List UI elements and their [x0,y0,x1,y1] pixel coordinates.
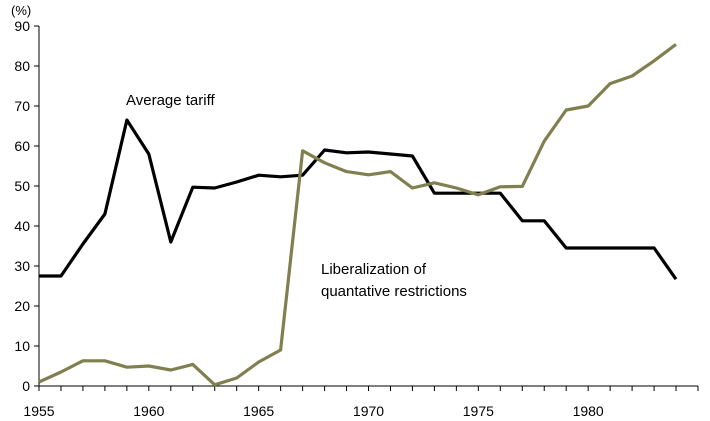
y-tick-label: 50 [14,178,30,194]
chart-axes: 0 10 20 30 40 50 60 70 80 90(%) 1955 1960 1965 1970 19… [11,3,699,419]
annotation-average-tariff: Average tariff [126,92,215,109]
x-tick-label: 1970 [353,403,384,419]
x-tick-label: 1980 [573,403,604,419]
x-tick-label: 1975 [463,403,494,419]
series-line-0 [39,118,678,281]
y-tick-label: 80 [14,58,30,74]
chart-annotations: Average tariff Liberalization of quantativ… [126,92,467,300]
y-unit-label: (%) [11,3,31,18]
x-tick-label: 1960 [133,403,164,419]
y-tick-label: 20 [14,298,30,314]
y-tick-label: 10 [14,338,30,354]
y-tick-label: 70 [14,98,30,114]
y-tick-label: 60 [14,138,30,154]
x-tick-label: 1965 [243,403,274,419]
y-tick-label: 40 [14,218,30,234]
y-tick-label: 90 [14,18,30,34]
annotation-liberalization-line-0: Liberalization of [321,261,427,278]
chart-series [38,43,678,387]
series-line-1 [38,43,677,387]
x-tick-label: 1955 [23,403,54,419]
annotation-liberalization-line-1: quantative restrictions [321,283,467,300]
y-tick-label: 0 [22,378,30,394]
y-tick-label: 30 [14,258,30,274]
